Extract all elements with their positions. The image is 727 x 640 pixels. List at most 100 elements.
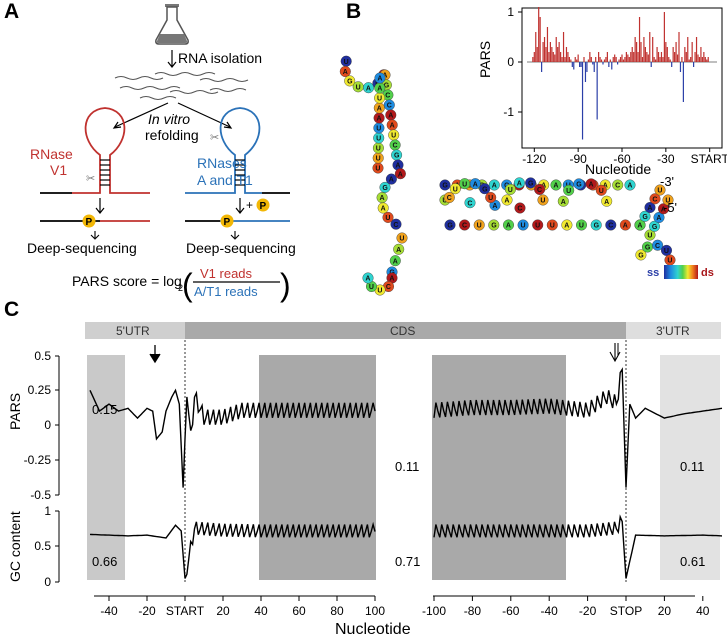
deep-sequencing-right: Deep-sequencing: [186, 240, 296, 256]
nucleotide-letter: C: [615, 183, 620, 190]
nucleotide-letter: C: [655, 243, 660, 250]
gc-mean-cds: 0.71: [395, 554, 420, 569]
pars-bar: [668, 57, 670, 62]
pars-bar: [640, 42, 642, 62]
nucleotide: [339, 65, 351, 77]
nucleotide-letter: G: [394, 153, 400, 160]
scissors-icon-2: ✂: [210, 132, 219, 144]
nucleotide-letter: A: [343, 69, 348, 76]
pars-bar: [685, 52, 687, 62]
inset-x-tick-label: -60: [613, 152, 631, 166]
x-tick-label: 80: [330, 604, 344, 618]
pars-bar: [688, 59, 690, 62]
region-5utr-bar: [85, 322, 185, 339]
nucleotide: [473, 219, 485, 231]
nucleotide-letter: U: [376, 146, 381, 153]
pars-y-tick-label: 0: [44, 418, 51, 432]
pars-bar: [561, 57, 563, 62]
phosphate-label: P: [260, 201, 267, 212]
end-5prime-label: -5': [663, 200, 677, 215]
nucleotide: [394, 168, 406, 180]
nucleotide: [590, 219, 602, 231]
nucleotide-letter: U: [664, 248, 669, 255]
gc-mean-3utr: 0.61: [680, 554, 705, 569]
pars-bar: [602, 62, 604, 65]
pars-bar: [535, 32, 537, 62]
nucleotide: [537, 194, 549, 206]
nucleotide: [469, 178, 481, 190]
pars-bar: [698, 57, 701, 62]
pars-bar: [586, 62, 588, 72]
pars-bar: [621, 54, 623, 62]
pars-bar: [641, 57, 644, 62]
region-3utr-label: 3'UTR: [656, 324, 690, 338]
nucleotide: [389, 255, 401, 267]
nucleotide-letter: A: [623, 223, 628, 230]
legend-ss-label: ss: [647, 267, 659, 279]
inset-y-tick-label: 1: [507, 5, 514, 19]
nucleotide: [439, 179, 451, 191]
pars-bar: [608, 62, 610, 67]
nucleotide-letter: A: [492, 183, 497, 190]
inset-y-axis-label: PARS: [477, 41, 493, 78]
arrow-down-icon: [235, 207, 245, 214]
pars-bar: [580, 62, 582, 67]
nucleotide: [639, 210, 651, 222]
panel-a: A RNA isolation In vitro refolding: [4, 0, 296, 303]
pars-bar: [600, 59, 603, 62]
nucleotide: [624, 179, 636, 191]
nucleotide-letter: A: [627, 183, 632, 190]
nucleotide: [513, 177, 525, 189]
nucleotide-letter: G: [467, 183, 473, 190]
pars-line-start: [89, 388, 376, 488]
x-tick-label: -40: [541, 604, 559, 618]
phosphate-label: P: [86, 217, 93, 228]
pars-score-denominator: A/T1 reads: [194, 284, 258, 299]
pars-bar: [701, 57, 703, 62]
nucleotide: [595, 184, 607, 196]
nucleotide: [449, 183, 461, 195]
deep-sequencing-left: Deep-sequencing: [27, 240, 137, 256]
nucleotide-letter: A: [589, 182, 594, 189]
nucleotide-letter: A: [637, 223, 642, 230]
pars-bar: [573, 62, 575, 70]
nucleotide: [459, 219, 471, 231]
nucleotide: [379, 181, 391, 193]
pars-bar: [674, 52, 676, 62]
nucleotide: [563, 184, 575, 196]
nucleotide-letter: U: [540, 198, 545, 205]
pars-bar: [533, 52, 535, 62]
pars-bar: [562, 32, 565, 62]
pars-bar: [622, 59, 625, 62]
nucleotide-letter: U: [453, 186, 458, 193]
nucleotide-letter: G: [576, 182, 582, 189]
pars-bar: [568, 57, 570, 62]
pars-bar: [694, 52, 696, 62]
pars-bar: [666, 47, 668, 62]
phosphate-circle: [220, 214, 234, 228]
nucleotide: [514, 202, 526, 214]
c-line-series: [89, 367, 723, 579]
pars-bar: [589, 52, 591, 62]
gc-line-start: [89, 521, 376, 579]
pars-y-tick-label: 0.25: [28, 383, 52, 397]
pars-bar: [652, 37, 654, 62]
inset-x-axis-label: Nucleotide: [585, 161, 651, 177]
paren-open: (: [182, 267, 193, 303]
pars-bar: [611, 62, 613, 70]
nucleotide: [654, 184, 666, 196]
nucleotide-letter: C: [393, 143, 398, 150]
pars-bar: [646, 52, 648, 62]
nucleotide-letter: U: [488, 195, 493, 202]
pars-bar: [555, 37, 557, 62]
pars-bar: [691, 42, 693, 62]
pars-bar: [576, 59, 578, 62]
nucleotide-letter: U: [665, 198, 670, 205]
x-tick-label: -20: [138, 604, 156, 618]
nucleotide-letter: U: [550, 223, 555, 230]
scissors-icon: ✂: [86, 173, 95, 185]
nucleotide-letter: A: [377, 76, 382, 83]
pars-bar: [631, 47, 633, 62]
nucleotide-letter: U: [369, 284, 374, 291]
pars-bar: [679, 62, 682, 72]
